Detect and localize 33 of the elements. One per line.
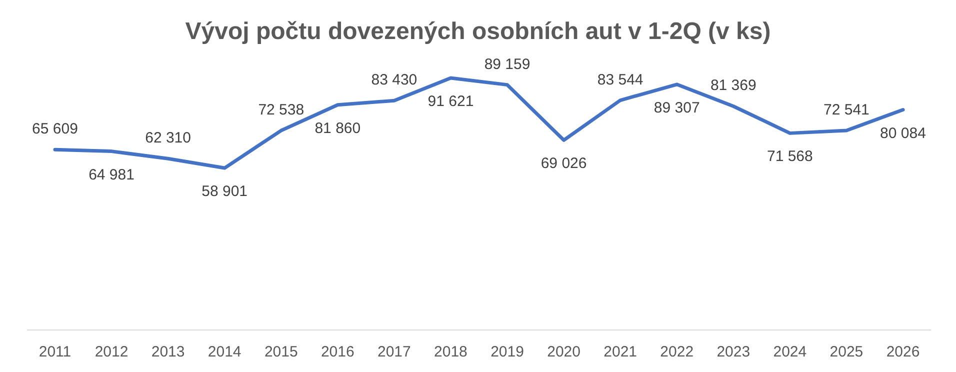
x-tick-label: 2013 (151, 344, 185, 361)
data-label: 83 544 (597, 71, 644, 88)
x-tick-label: 2023 (716, 344, 750, 361)
data-label: 65 609 (32, 120, 78, 138)
x-tick-label: 2026 (886, 344, 920, 361)
chart-title: Vývoj počtu dovezených osobních aut v 1-2Q (v ks) (184, 18, 772, 46)
x-tick-label: 2015 (264, 344, 298, 361)
data-label: 64 981 (88, 166, 134, 184)
data-label: 80 084 (880, 124, 926, 142)
data-label: 62 310 (145, 130, 192, 147)
data-label: 89 307 (654, 99, 700, 116)
x-tick-label: 2012 (94, 344, 128, 361)
data-label: 71 568 (766, 148, 813, 166)
x-tick-label: 2020 (547, 344, 580, 361)
data-label: 72 541 (824, 102, 870, 119)
x-tick-label: 2017 (378, 344, 411, 361)
x-tick-label: 2022 (660, 344, 694, 361)
x-tick-label: 2024 (773, 344, 807, 361)
x-tick-label: 2011 (38, 344, 72, 361)
x-tick-label: 2025 (830, 344, 864, 361)
data-label: 69 026 (540, 155, 587, 172)
data-label: 83 430 (371, 72, 418, 89)
data-label: 58 901 (202, 183, 248, 200)
data-label: 91 621 (428, 93, 474, 110)
x-tick-label: 2014 (208, 344, 242, 361)
x-tick-label: 2021 (604, 344, 638, 361)
x-tick-label: 2016 (320, 344, 354, 361)
x-tick-label: 2018 (434, 344, 468, 361)
data-label: 81 369 (710, 77, 756, 94)
data-label: 89 159 (484, 56, 530, 73)
data-label: 72 538 (258, 102, 304, 119)
data-label: 81 860 (314, 120, 361, 137)
x-tick-label: 2019 (490, 344, 524, 361)
